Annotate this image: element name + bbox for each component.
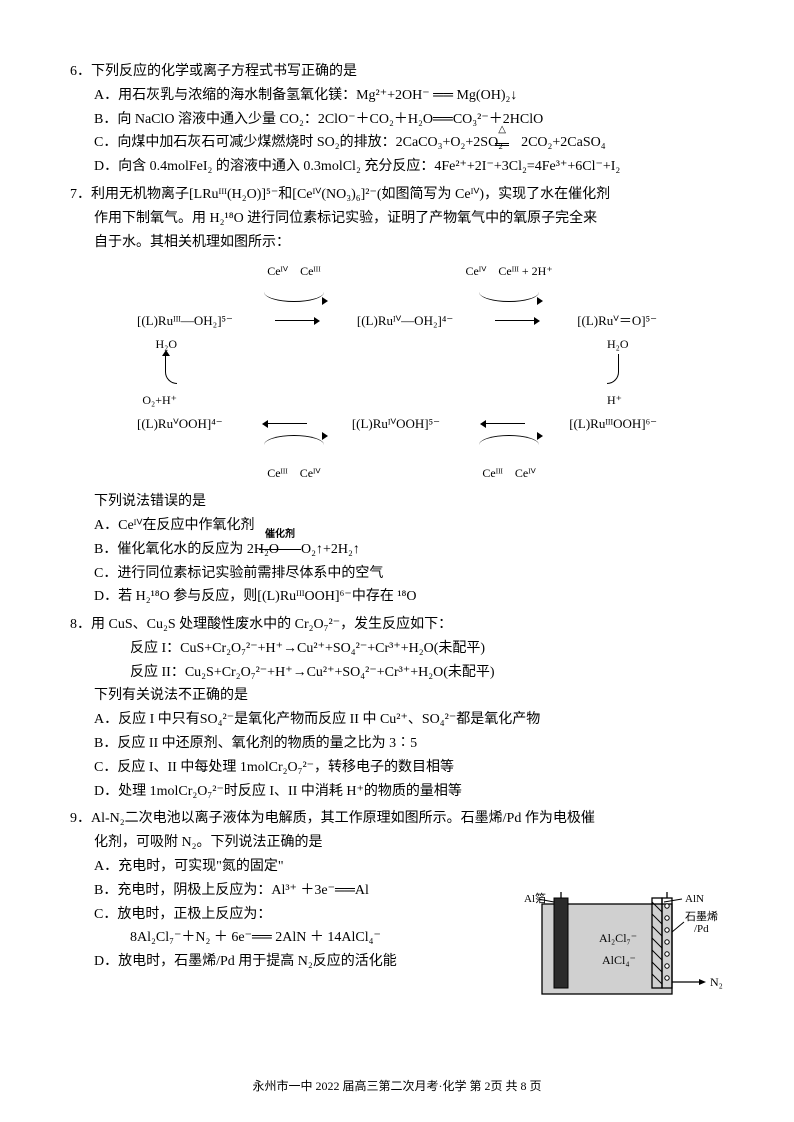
q6-num: 6． [70,64,91,79]
q6-c-post: 2CO₂+2CaSO₄ [521,135,606,150]
q8-r2: 反应 II：Cu₂S+Cr₂O₇²⁻+H⁺→Cu²⁺+SO₄²⁻+Cr³⁺+H₂… [70,661,724,685]
q7-b-pre: B．催化氧化水的反应为 2H₂O [94,542,279,557]
q8-opt-c: C．反应 I、II 中每处理 1molCr₂O₇²⁻，转移电子的数目相等 [70,756,724,780]
arrow-icon [479,282,539,302]
d7-bot-right-ce: Ceᴵᴵᴵ Ceᴵⱽ [482,466,535,480]
q6-opt-c: C．向煤中加石灰石可减少煤燃烧时 SO₂的排放：2CaCO₃+O₂+2SO₂△2… [70,131,724,155]
arrow-icon [267,423,307,424]
q7-num: 7． [70,187,91,202]
d7-r1c: [(L)Ruⱽ＝O]⁵⁻ [577,310,657,332]
arrow-icon [485,423,525,424]
arrow-icon [264,435,324,455]
q7-s1: 利用无机物离子[LRuᴵᴵᴵ(H₂O)]⁵⁻和[Ceᴵⱽ(NO₃)₆]²⁻(如图… [91,187,610,202]
q7-stem: 7．利用无机物离子[LRuᴵᴵᴵ(H₂O)]⁵⁻和[Ceᴵⱽ(NO₃)₆]²⁻(… [70,183,724,207]
q7-s3: 自于水。其相关机理如图所示： [70,231,724,255]
q9-opt-d: D．放电时，石墨烯/Pd 用于提高 N₂反应的活化能 [70,950,490,974]
q8-opt-d: D．处理 1molCr₂O₇²⁻时反应 I、II 中消耗 H⁺的物质的量相等 [70,780,724,804]
d7-right-h2o: H₂O [607,337,629,351]
q6-stem: 6．下列反应的化学或离子方程式书写正确的是 [70,60,724,84]
arrow-icon [495,320,535,321]
q6-stem-text: 下列反应的化学或离子方程式书写正确的是 [91,64,357,79]
lbl-graphene: 石墨烯 [685,910,718,923]
q9-opt-b: B．充电时，阴极上反应为：Al³⁺ ＋3e⁻══Al [70,879,430,903]
q7-opt-c: C．进行同位素标记实验前需排尽体系中的空气 [70,562,724,586]
q7-s2: 作用下制氧气。用 H₂¹⁸O 进行同位素标记实验，证明了产物氧气中的氧原子完全来 [70,207,724,231]
question-6: 6．下列反应的化学或离子方程式书写正确的是 A．用石灰乳与浓缩的海水制备氢氧化镁… [70,60,724,179]
q9-stem: 9．Al-N₂二次电池以离子液体为电解质，其工作原理如图所示。石墨烯/Pd 作为… [70,807,724,831]
q9-num: 9． [70,811,91,826]
q9-opt-c: C．放电时，正极上反应为： [70,903,430,927]
d7-r1a: [(L)Ruᴵᴵᴵ―OH₂]⁵⁻ [137,310,233,332]
q9-s1: Al-N₂二次电池以离子液体为电解质，其工作原理如图所示。石墨烯/Pd 作为电极… [91,811,595,826]
question-8: 8．用 CuS、Cu₂S 处理酸性废水中的 Cr₂O₇²⁻，发生反应如下： 反应… [70,613,724,803]
q8-stem-text: 用 CuS、Cu₂S 处理酸性废水中的 Cr₂O₇²⁻，发生反应如下： [91,617,452,632]
d7-right-hplus: H⁺ [607,393,622,407]
q8-num: 8． [70,617,91,632]
lbl-pd: /Pd [694,923,709,935]
d7-top-left-ce: Ceᴵⱽ Ceᴵᴵᴵ [267,264,320,278]
q6-c-cond: △ [503,121,521,138]
lbl-n2: N₂ [710,975,723,989]
d7-r1b: [(L)Ruᴵⱽ―OH₂]⁴⁻ [357,310,453,332]
q8-sub: 下列有关说法不正确的是 [70,684,724,708]
q7-opt-a: A．Ceᴵⱽ在反应中作氧化剂 [70,514,724,538]
lbl-aln: AlN [685,893,704,905]
q6-opt-d: D．向含 0.4molFeI₂ 的溶液中通入 0.3molCl₂ 充分反应：4F… [70,155,724,179]
lbl-al2cl7: Al₂Cl₇⁻ [599,931,637,945]
q7-b-cat: 催化剂 [279,526,301,543]
arrow-icon [479,435,539,455]
arrow-icon [275,320,315,321]
lbl-al-foil: Al箔 [524,892,546,905]
q9-opt-a: A．充电时，可实现"氮的固定" [70,855,430,879]
q6-c-pre: C．向煤中加石灰石可减少煤燃烧时 SO₂的排放：2CaCO₃+O₂+2SO₂ [94,135,503,150]
d7-left-h2o: H₂O [155,337,177,351]
q6-opt-a: A．用石灰乳与浓缩的海水制备氢氧化镁：Mg²⁺+2OH⁻ ══ Mg(OH)₂↓ [70,84,724,108]
d7-r2a: [(L)RuⱽOOH]⁴⁻ [137,413,223,435]
page-footer: 永州市一中 2022 届高三第二次月考·化学 第 2页 共 8 页 [0,1076,794,1096]
d7-bot-left-ce: Ceᴵᴵᴵ Ceᴵⱽ [267,466,320,480]
d7-r2b: [(L)RuᴵⱽOOH]⁵⁻ [352,413,440,435]
lbl-alcl4: AlCl₄⁻ [602,953,636,967]
arrow-icon [264,282,324,302]
q7-opt-b: B．催化氧化水的反应为 2H₂O催化剂O₂↑+2H₂↑ [70,538,724,562]
q9-battery-diagram: Al箔 AlN 石墨烯 /Pd Al₂Cl₇⁻ AlCl₄⁻ N₂ [524,892,734,1012]
d7-r2c: [(L)RuᴵᴵᴵOOH]⁶⁻ [569,413,657,435]
d7-top-right-ce: Ceᴵⱽ Ceᴵᴵᴵ + 2H⁺ [465,264,552,278]
q7-sub: 下列说法错误的是 [70,490,724,514]
d7-left-o2: O₂+H⁺ [142,393,177,407]
q7-mechanism-diagram: Ceᴵⱽ Ceᴵᴵᴵ Ceᴵⱽ Ceᴵᴵᴵ + 2H⁺ [(L)Ruᴵᴵᴵ―OH… [137,260,657,484]
question-7: 7．利用无机物离子[LRuᴵᴵᴵ(H₂O)]⁵⁻和[Ceᴵⱽ(NO₃)₆]²⁻(… [70,183,724,609]
q8-opt-a: A．反应 I 中只有SO₄²⁻是氧化产物而反应 II 中 Cu²⁺、SO₄²⁻都… [70,708,724,732]
q6-opt-b: B．向 NaClO 溶液中通入少量 CO₂：2ClO⁻＋CO₂＋H₂O══CO₃… [70,108,724,132]
q7-opt-d: D．若 H₂¹⁸O 参与反应，则[(L)RuᴵᴵᴵOOH]⁶⁻中存在 ¹⁸O [70,585,724,609]
q9-opt-c2: 8Al₂Cl₇⁻＋N₂ ＋ 6e⁻══ 2AlN ＋ 14AlCl₄⁻ [70,926,470,950]
q8-r1: 反应 I：CuS+Cr₂O₇²⁻+H⁺→Cu²⁺+SO₄²⁻+Cr³⁺+H₂O(… [70,637,724,661]
q8-opt-b: B．反应 II 中还原剂、氧化剂的物质的量之比为 3∶5 [70,732,724,756]
q9-s2: 化剂，可吸附 N₂。下列说法正确的是 [70,831,724,855]
q7-b-post: O₂↑+2H₂↑ [301,542,360,557]
q8-stem: 8．用 CuS、Cu₂S 处理酸性废水中的 Cr₂O₇²⁻，发生反应如下： [70,613,724,637]
